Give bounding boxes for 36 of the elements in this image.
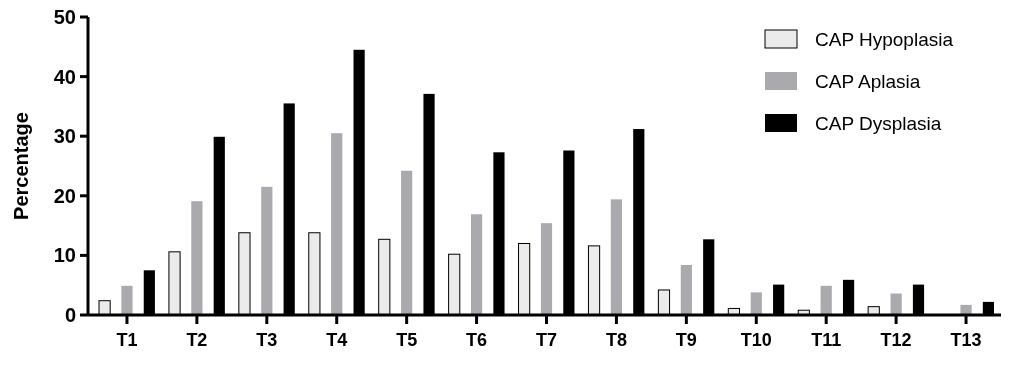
- bar: [680, 264, 692, 315]
- bar: [331, 133, 343, 315]
- y-tick-label: 40: [53, 65, 76, 88]
- x-tick-label: T2: [186, 330, 208, 350]
- y-tick-label: 20: [53, 184, 76, 207]
- bar: [890, 293, 902, 315]
- x-tick-label: T3: [256, 330, 278, 350]
- bar: [121, 285, 133, 315]
- bar: [960, 304, 972, 315]
- bar: [261, 186, 273, 315]
- bar: [610, 199, 623, 315]
- y-tick-label: 50: [53, 6, 76, 28]
- bar: [191, 201, 203, 315]
- x-tick-label: T13: [950, 330, 982, 350]
- bar: [820, 285, 832, 315]
- x-tick-label: T5: [396, 330, 418, 350]
- y-tick-label: 10: [53, 244, 76, 267]
- x-tick-label: T12: [880, 330, 912, 350]
- bar: [470, 214, 483, 315]
- x-tick-label: T8: [605, 330, 627, 350]
- legend-label: CAP Aplasia: [815, 70, 921, 92]
- x-tick-label: T10: [740, 330, 772, 350]
- legend-label: CAP Dysplasia: [815, 112, 942, 134]
- legend-label: CAP Hypoplasia: [815, 28, 954, 50]
- x-tick-label: T6: [466, 330, 488, 350]
- y-axis-title: Percentage: [10, 112, 32, 220]
- bar: [401, 170, 413, 315]
- y-tick-label: 30: [53, 125, 76, 148]
- bar: [750, 292, 762, 315]
- bar: [540, 223, 553, 315]
- x-tick-label: T7: [535, 330, 558, 350]
- x-tick-label: T9: [675, 330, 697, 350]
- y-tick-label: 0: [64, 304, 76, 326]
- x-tick-label: T11: [811, 330, 842, 350]
- x-tick-label: T1: [116, 330, 138, 350]
- x-tick-label: T4: [326, 330, 348, 350]
